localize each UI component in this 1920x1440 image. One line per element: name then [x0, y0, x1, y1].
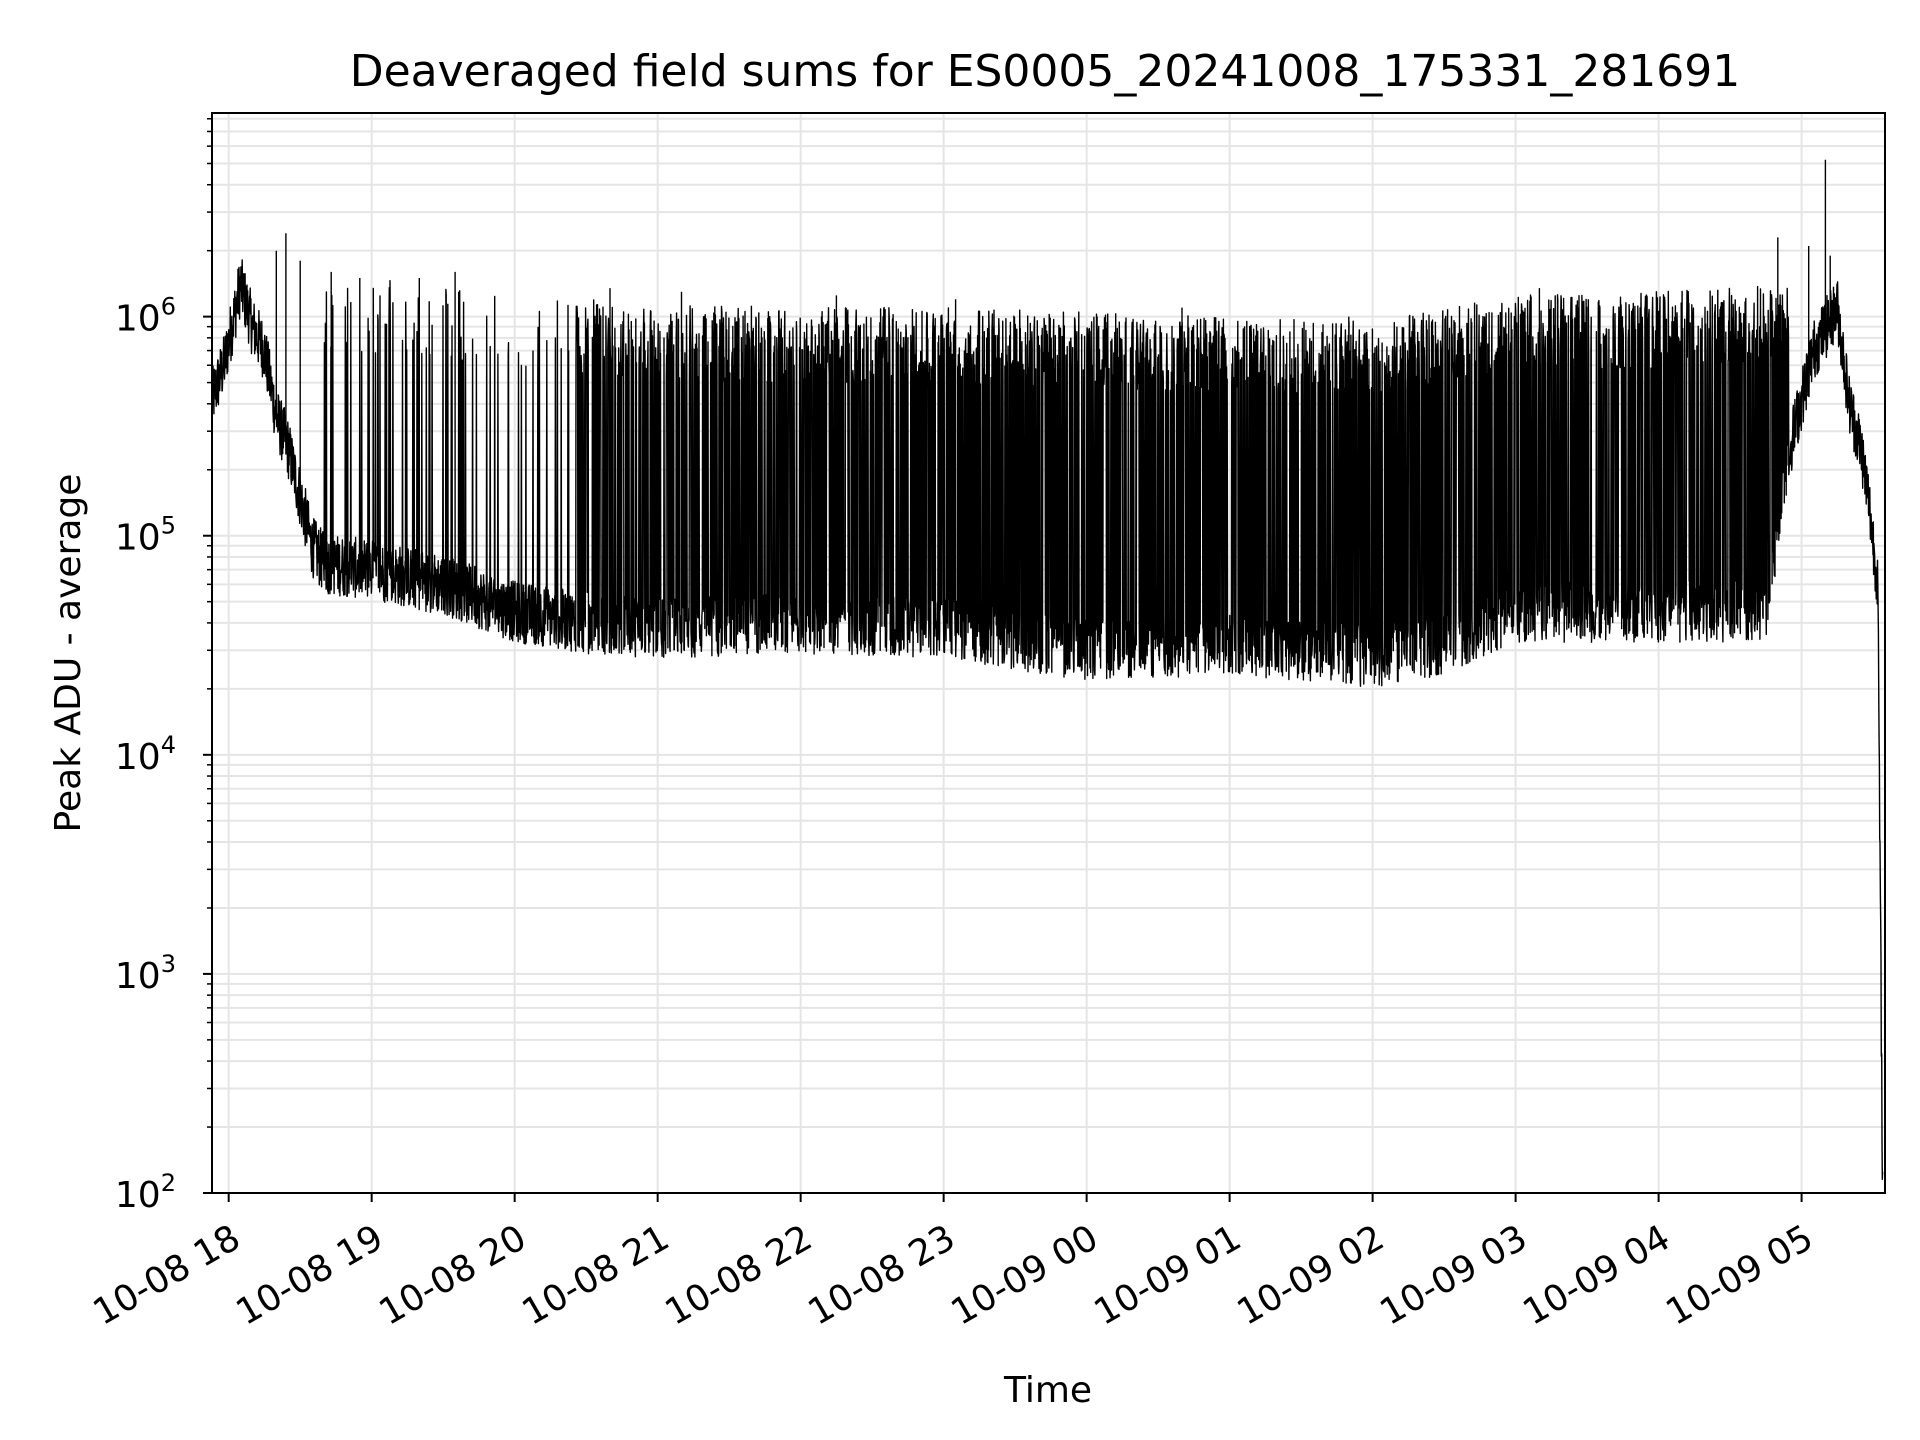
y-axis-label: Peak ADU - average	[48, 474, 89, 833]
series-line	[212, 159, 1884, 1181]
plot-frame	[211, 112, 1886, 1194]
chart-title: Deaveraged field sums for ES0005_2024100…	[350, 46, 1741, 97]
plot-area	[212, 159, 1884, 1181]
y-axis: 102 103 104 105 106	[115, 118, 212, 1216]
y-tick-label: 103	[115, 950, 176, 997]
y-tick-label: 105	[115, 512, 176, 559]
y-tick-label: 102	[115, 1169, 176, 1216]
y-tick-label: 106	[115, 293, 176, 340]
x-axis-label: Time	[1003, 1370, 1092, 1411]
y-tick-label: 104	[115, 731, 176, 778]
